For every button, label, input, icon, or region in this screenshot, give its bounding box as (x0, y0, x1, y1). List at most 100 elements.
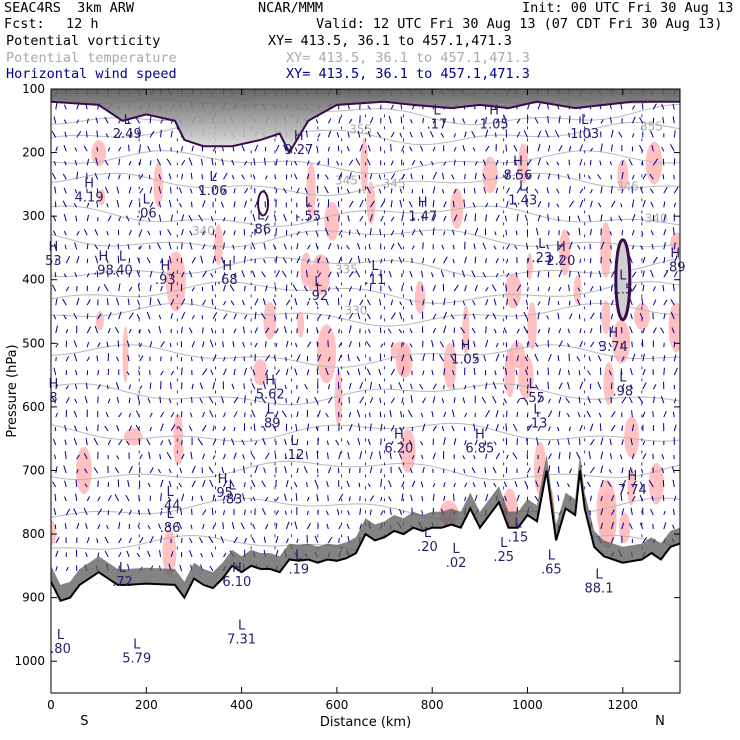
wind-barb (306, 258, 310, 264)
wind-barb (673, 175, 675, 180)
field-theta-name: Potential temperature (6, 50, 177, 66)
wind-barb (114, 467, 120, 474)
wind-barb (137, 257, 141, 264)
wind-barb (411, 314, 413, 320)
wind-barb (432, 383, 437, 390)
wind-barb (202, 341, 205, 348)
wind-barb (272, 423, 277, 432)
wind-barb (495, 424, 499, 432)
wind-barb (610, 424, 616, 432)
wind-barb (366, 368, 371, 376)
wind-barb (223, 300, 227, 306)
wind-barb (160, 510, 163, 516)
wind-barb (452, 369, 455, 376)
wind-barb (51, 396, 57, 404)
wind-barb (390, 312, 396, 320)
wind-barb (296, 467, 299, 474)
wind-barb (670, 144, 675, 152)
wind-barb (260, 312, 266, 320)
wind-barb (356, 229, 361, 236)
wind-barb (210, 369, 214, 376)
extremum-value: 4.19 (75, 191, 104, 206)
wind-barb (265, 452, 270, 460)
wind-barb (620, 493, 623, 502)
theta-contour (51, 344, 680, 368)
extremum-marker: H (556, 240, 566, 255)
wind-barb (671, 466, 675, 474)
wind-barb (139, 355, 144, 362)
wind-barb (588, 214, 591, 222)
wind-barb (483, 186, 487, 194)
wind-barb (380, 200, 386, 208)
wind-barb (369, 173, 373, 180)
wind-barb (305, 269, 308, 278)
wind-barb (422, 242, 424, 250)
wind-barb (201, 467, 204, 474)
wind-barb (305, 482, 308, 488)
wind-barb (579, 144, 583, 152)
wind-barb (473, 423, 476, 432)
extremum-value: 9.27 (284, 143, 313, 158)
wind-barb (338, 172, 343, 180)
extremum-value: .83 (222, 493, 243, 508)
wind-barb (390, 173, 396, 180)
wind-barb (410, 494, 413, 502)
wind-barb (324, 186, 329, 194)
wind-barb (314, 396, 319, 404)
wind-barb (241, 174, 245, 180)
wind-barb (650, 130, 654, 138)
extremum-value: 2.20 (546, 254, 575, 269)
wind-barb (191, 465, 196, 474)
wind-barb (662, 479, 665, 488)
wind-barb (94, 172, 99, 180)
wind-barb (359, 199, 364, 208)
wind-barb (400, 104, 403, 110)
wind-barb (378, 451, 382, 460)
wind-barb (139, 385, 143, 390)
wind-barb (63, 314, 67, 320)
wind-shading-blob (400, 428, 416, 473)
wind-barb (577, 412, 581, 418)
wind-barb (357, 368, 361, 376)
wind-barb (285, 299, 291, 306)
wind-barb (306, 510, 309, 516)
wind-barb (399, 188, 403, 194)
wind-barb (181, 453, 185, 460)
wind-barb (629, 326, 633, 334)
wind-barb (117, 243, 120, 250)
wind-barb (359, 381, 364, 390)
wind-barb (107, 173, 111, 180)
wind-barb (631, 271, 637, 278)
wind-barb (191, 496, 194, 502)
wind-barb (157, 298, 162, 306)
wind-barb (524, 356, 528, 362)
wind-barb (252, 523, 256, 530)
wind-barb (229, 284, 235, 292)
wind-barb (202, 244, 206, 250)
wind-barb (577, 244, 581, 250)
terrain (51, 454, 680, 693)
wind-barb (399, 426, 403, 432)
wind-barb (494, 132, 497, 138)
wind-barb (610, 325, 614, 334)
wind-barb (495, 410, 499, 418)
wind-barb (65, 397, 70, 404)
wind-barb (55, 537, 60, 544)
wind-barb (73, 202, 78, 208)
wind-barb (284, 453, 287, 460)
wind-barb (441, 244, 445, 250)
wind-barb (63, 230, 67, 236)
wind-barb (252, 213, 256, 222)
wind-barb (367, 105, 371, 110)
wind-barb (473, 368, 476, 376)
wind-barb (506, 454, 509, 460)
theta-contour (51, 383, 680, 406)
wind-barb (380, 215, 384, 222)
plot-frame (50, 88, 681, 694)
wind-barb (55, 412, 58, 418)
wind-barb (337, 186, 340, 194)
wind-barb (106, 525, 109, 530)
wind-barb (527, 341, 530, 348)
wind-barb (327, 536, 333, 544)
wind-barb (420, 441, 424, 446)
